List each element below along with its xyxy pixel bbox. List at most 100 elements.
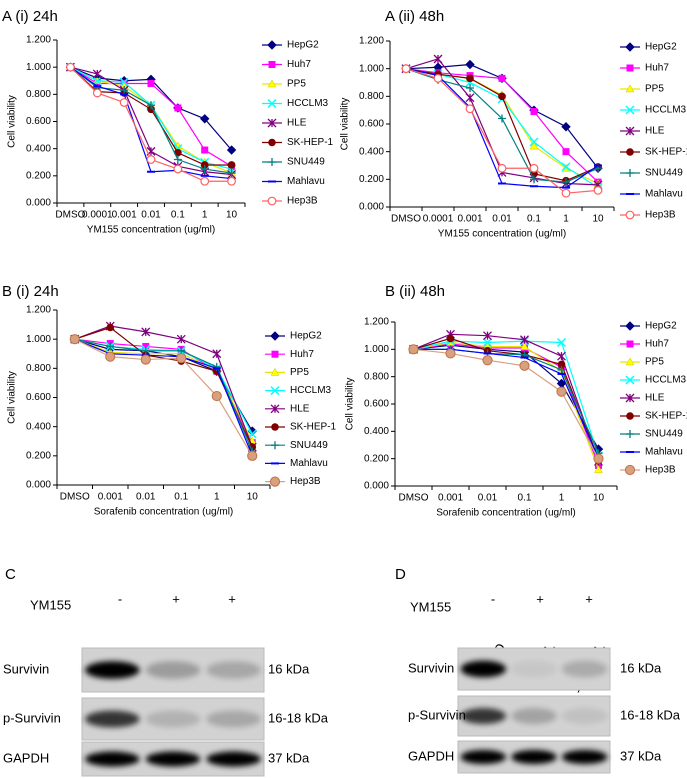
legend-label: SK-HEP-1: [290, 422, 337, 433]
x-tick-label: DMSO: [55, 210, 85, 221]
x-tick-label: 0.01: [492, 214, 512, 225]
series-line: [413, 337, 600, 459]
data-point: [498, 74, 506, 82]
y-tick-label: 0.400: [364, 426, 389, 437]
y-tick-label: 1.200: [364, 317, 389, 328]
y-tick-label: 1.000: [26, 62, 51, 73]
y-axis-label: Cell viability: [340, 98, 351, 151]
panel-label: D: [395, 566, 406, 583]
protein-label: p-Survivin: [408, 707, 466, 722]
legend-marker: [268, 61, 276, 68]
data-point: [529, 137, 539, 147]
legend-label: HCCLM3: [645, 375, 687, 386]
x-tick-label: 10: [226, 210, 238, 221]
protein-label: GAPDH: [3, 750, 49, 765]
y-tick-label: 0.400: [26, 143, 51, 154]
legend-marker: [271, 423, 279, 431]
series-line: [413, 348, 600, 459]
data-point: [211, 390, 222, 402]
y-tick-label: 0.800: [364, 371, 389, 382]
y-tick-label: 0.800: [26, 363, 51, 374]
data-point: [247, 429, 257, 439]
size-label: 16-18 kDa: [268, 710, 329, 725]
legend-label: HLE: [287, 118, 307, 129]
legend-label: Huh7: [287, 59, 311, 70]
legend-marker: [625, 393, 635, 403]
legend-marker: [626, 64, 634, 72]
blot-band: [561, 749, 608, 765]
data-point: [140, 354, 151, 365]
legend-marker: [626, 412, 634, 420]
data-point: [561, 122, 571, 132]
data-point: [561, 162, 571, 172]
legend-marker: [268, 138, 276, 147]
data-point: [530, 175, 538, 184]
data-point: [529, 141, 539, 150]
series-line: [74, 325, 253, 448]
data-point: [401, 64, 411, 74]
data-point: [227, 176, 236, 186]
legend-marker: [271, 350, 279, 358]
legend-label: SNU449: [287, 157, 325, 168]
legend-label: HCCLM3: [290, 385, 332, 396]
legend-label: PP5: [290, 367, 309, 378]
treatment-sign: +: [228, 591, 236, 606]
legend-marker: [270, 404, 280, 414]
chart-title: A (ii) 48h: [385, 8, 444, 25]
blot-band: [460, 708, 507, 724]
blot-band: [206, 751, 261, 767]
legend-label: SK-HEP-1: [645, 411, 687, 422]
y-axis-label: Cell viability: [7, 95, 18, 148]
data-point: [530, 108, 538, 116]
x-tick-label: 1: [202, 210, 208, 221]
legend-label: PP5: [287, 79, 306, 90]
y-tick-label: 0.800: [26, 89, 51, 100]
y-tick-label: 0.200: [26, 450, 51, 461]
series-line: [413, 333, 600, 462]
legend-marker: [270, 367, 280, 376]
y-tick-label: 1.200: [26, 305, 51, 316]
data-point: [120, 86, 129, 95]
legend-label: Hep3B: [290, 476, 321, 487]
legend-marker: [270, 331, 280, 341]
x-tick-label: 0.1: [171, 210, 185, 221]
y-tick-label: 0.600: [364, 399, 389, 410]
data-point: [176, 353, 187, 364]
data-point: [92, 69, 102, 79]
treatment-sign: +: [585, 591, 593, 606]
data-point: [433, 54, 443, 64]
blot-band: [511, 660, 557, 678]
data-point: [92, 88, 102, 98]
y-tick-label: 0.600: [26, 116, 51, 127]
legend-marker: [625, 210, 635, 220]
size-label: 16 kDa: [620, 660, 662, 675]
legend-label: HLE: [290, 403, 310, 414]
data-point: [594, 465, 603, 473]
x-tick-label: 0.001: [438, 493, 463, 504]
series-line: [74, 338, 253, 457]
data-point: [105, 351, 116, 362]
y-tick-label: 0.200: [26, 170, 51, 181]
protein-label: GAPDH: [408, 748, 454, 763]
x-tick-label: 0.01: [136, 492, 156, 503]
data-point: [173, 155, 182, 164]
data-point: [66, 62, 75, 72]
treatment-sign: +: [536, 591, 544, 606]
y-tick-label: 0.200: [359, 174, 384, 185]
x-axis-label: YM155 concentration (ug/ml): [87, 225, 215, 236]
chart-title: B (i) 24h: [2, 283, 59, 300]
y-tick-label: 0.600: [26, 392, 51, 403]
blot-band: [145, 661, 201, 679]
data-point: [593, 453, 604, 464]
size-label: 16 kDa: [268, 661, 310, 676]
legend-marker: [267, 196, 277, 206]
data-point: [483, 331, 492, 341]
x-tick-label: 0.1: [518, 493, 532, 504]
treatment-sign: -: [118, 591, 122, 606]
x-tick-label: 0.001: [98, 492, 123, 503]
data-point: [557, 365, 566, 374]
x-tick-label: DMSO: [60, 492, 90, 503]
data-point: [119, 77, 129, 87]
data-point: [200, 176, 210, 186]
series-line: [413, 343, 600, 466]
